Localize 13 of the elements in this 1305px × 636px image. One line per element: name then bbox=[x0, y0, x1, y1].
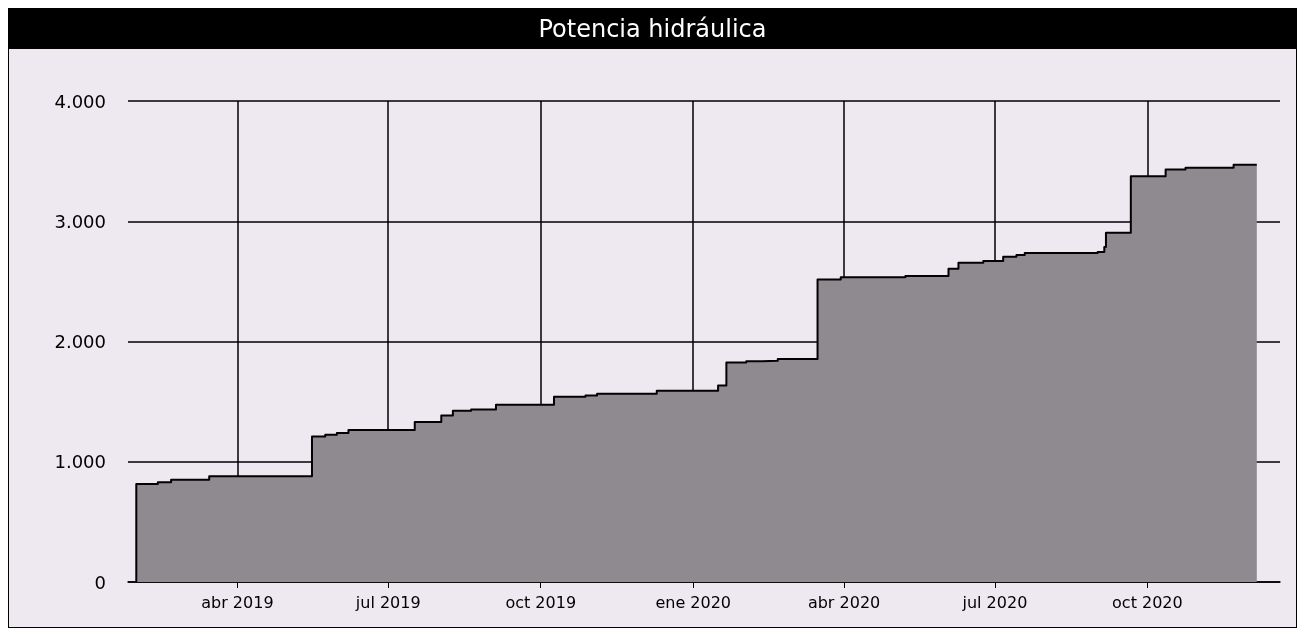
x-tick-label: ene 2020 bbox=[655, 592, 732, 612]
x-tick-label: oct 2020 bbox=[1112, 592, 1183, 612]
x-tick-label: oct 2019 bbox=[505, 592, 577, 612]
y-tick-label: 0 bbox=[94, 571, 106, 593]
y-tick-label: 3.000 bbox=[54, 210, 106, 232]
x-tick-label: jul 2020 bbox=[961, 592, 1028, 612]
x-tick-label: abr 2020 bbox=[807, 592, 881, 612]
y-tick-label: 2.000 bbox=[54, 331, 106, 352]
x-tick-label: jul 2019 bbox=[354, 592, 421, 612]
y-tick-label: 4.000 bbox=[54, 90, 106, 112]
chart-title: Potencia hidráulica bbox=[9, 9, 1296, 49]
y-tick-label: 1.000 bbox=[54, 451, 106, 473]
x-tick-label: abr 2019 bbox=[201, 592, 274, 612]
